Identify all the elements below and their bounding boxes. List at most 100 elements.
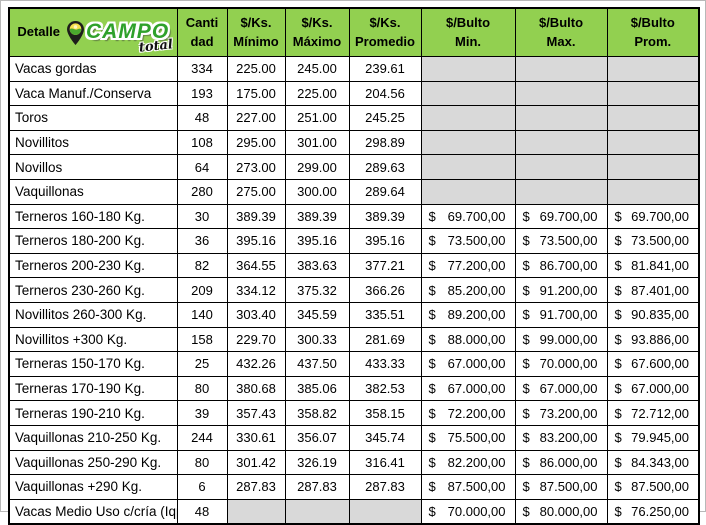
currency-symbol: $ (522, 356, 530, 372)
bulto-min-cell (420, 154, 516, 180)
bulto-min-amount: 87.500,00 (447, 479, 506, 495)
bulto-max-amount: 70.000,00 (539, 356, 598, 372)
currency-symbol: $ (428, 331, 436, 347)
col-header-line1: Canti (185, 14, 219, 30)
cantidad-cell: 64 (176, 154, 228, 180)
ks-promedio-cell: 289.63 (348, 154, 422, 180)
bulto-max-cell: $ 83.200,00 (514, 424, 608, 451)
ks-minimo-cell: 301.42 (226, 449, 286, 476)
bulto-max-cell: $ 99.000,00 (514, 326, 608, 353)
bulto-min-amount: 67.000,00 (447, 381, 506, 397)
bulto-max-cell: $ 86.700,00 (514, 252, 608, 279)
currency-symbol: $ (614, 405, 622, 421)
detalle-cell: Novillitos +300 Kg. (8, 326, 178, 353)
currency-symbol: $ (428, 282, 436, 298)
logo-total-text: total (138, 37, 174, 56)
bulto-max-cell (514, 129, 608, 156)
ks-promedio-cell: 316.41 (348, 449, 422, 476)
bulto-prom-cell: $ 69.700,00 (606, 203, 700, 230)
currency-symbol: $ (522, 503, 530, 519)
table-row: Terneros 180-200 Kg. 36 395.16 395.16 39… (8, 228, 700, 254)
bulto-prom-cell: $ 79.945,00 (606, 424, 700, 451)
table-row: Novillos 64 273.00 299.00 289.63 (8, 154, 700, 180)
bulto-max-amount: 80.000,00 (539, 503, 598, 519)
currency-symbol: $ (522, 233, 530, 249)
currency-symbol: $ (522, 381, 530, 397)
bulto-min-cell: $ 72.200,00 (420, 400, 516, 426)
table-row: Terneros 230-260 Kg. 209 334.12 375.32 3… (8, 277, 700, 303)
ks-maximo-cell: 395.16 (284, 228, 350, 254)
currency-symbol: $ (522, 331, 530, 347)
bulto-min-cell (420, 129, 516, 156)
col-header-line1: $/Ks. (301, 14, 333, 30)
bulto-prom-amount: 84.343,00 (631, 454, 689, 470)
col-header-line2: Max. (546, 33, 576, 49)
currency-symbol: $ (614, 258, 622, 274)
bulto-min-amount: 73.500,00 (447, 233, 506, 249)
bulto-max-cell (514, 178, 608, 205)
detalle-cell: Toros (8, 105, 178, 131)
ks-maximo-cell: 300.00 (284, 178, 350, 205)
cantidad-cell: 36 (176, 228, 228, 254)
table-row: Novillitos 260-300 Kg. 140 303.40 345.59… (8, 301, 700, 328)
col-header-line2: dad (190, 33, 214, 49)
ks-promedio-cell: 239.61 (348, 56, 422, 82)
bulto-prom-amount: 72.712,00 (631, 405, 689, 421)
ks-minimo-cell: 295.00 (226, 129, 286, 156)
currency-symbol: $ (522, 208, 530, 224)
bulto-prom-amount: 69.700,00 (631, 208, 689, 224)
bulto-prom-amount: 73.500,00 (631, 233, 689, 249)
cantidad-cell: 82 (176, 252, 228, 279)
currency-symbol: $ (428, 503, 436, 519)
bulto-prom-cell: $ 73.500,00 (606, 228, 700, 254)
currency-symbol: $ (522, 258, 530, 274)
currency-symbol: $ (522, 430, 530, 446)
table-row: Terneras 190-210 Kg. 39 357.43 358.82 35… (8, 400, 700, 426)
cantidad-cell: 48 (176, 105, 228, 131)
bulto-min-amount: 67.000,00 (447, 356, 506, 372)
bulto-min-amount: 88.000,00 (447, 331, 506, 347)
ks-promedio-cell: 389.39 (348, 203, 422, 230)
col-header-ks-promedio: $/Ks. Promedio (348, 7, 422, 57)
table-row: Vacas gordas 334 225.00 245.00 239.61 (8, 56, 700, 82)
bulto-min-cell (420, 56, 516, 82)
cantidad-cell: 80 (176, 375, 228, 402)
col-header-line1: $/Ks. (369, 14, 401, 30)
ks-maximo-cell: 326.19 (284, 449, 350, 476)
currency-symbol: $ (428, 233, 436, 249)
bulto-prom-amount: 67.600,00 (631, 356, 689, 372)
currency-symbol: $ (614, 503, 622, 519)
ks-promedio-cell: 287.83 (348, 474, 422, 500)
detalle-cell: Vaquillonas (8, 178, 178, 205)
bulto-min-cell: $ 77.200,00 (420, 252, 516, 279)
ks-promedio-cell: 204.56 (348, 80, 422, 107)
currency-symbol: $ (614, 233, 622, 249)
currency-symbol: $ (428, 258, 436, 274)
bulto-prom-cell: $ 87.401,00 (606, 277, 700, 303)
detalle-cell: Vaquillonas 210-250 Kg. (8, 424, 178, 451)
cantidad-cell: 158 (176, 326, 228, 353)
detalle-cell: Novillitos 260-300 Kg. (8, 301, 178, 328)
bulto-max-cell: $ 67.000,00 (514, 375, 608, 402)
currency-symbol: $ (522, 454, 530, 470)
table-row: Novillitos 108 295.00 301.00 298.89 (8, 129, 700, 156)
bulto-prom-amount: 87.401,00 (631, 282, 689, 298)
bulto-prom-cell (606, 105, 700, 131)
ks-minimo-cell: 287.83 (226, 474, 286, 500)
currency-symbol: $ (614, 331, 622, 347)
detalle-cell: Vaca Manuf./Conserva (8, 80, 178, 107)
ks-minimo-cell: 432.26 (226, 351, 286, 377)
ks-promedio-cell: 433.33 (348, 351, 422, 377)
detalle-label: Detalle (17, 24, 60, 40)
ks-promedio-cell: 382.53 (348, 375, 422, 402)
detalle-cell: Terneros 180-200 Kg. (8, 228, 178, 254)
ks-maximo-cell: 358.82 (284, 400, 350, 426)
bulto-min-cell: $ 88.000,00 (420, 326, 516, 353)
bulto-max-amount: 86.000,00 (539, 454, 598, 470)
bulto-max-cell: $ 70.000,00 (514, 351, 608, 377)
bulto-min-cell: $ 67.000,00 (420, 351, 516, 377)
currency-symbol: $ (522, 479, 530, 495)
bulto-max-amount: 73.500,00 (539, 233, 598, 249)
ks-promedio-cell: 377.21 (348, 252, 422, 279)
detalle-cell: Terneros 200-230 Kg. (8, 252, 178, 279)
